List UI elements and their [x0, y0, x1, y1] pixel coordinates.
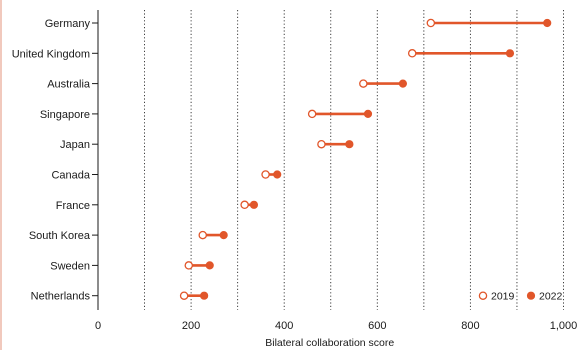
point-2022-france — [249, 200, 259, 209]
legend-label-2019: 2019 — [491, 291, 515, 303]
category-label-south-korea: South Korea — [29, 230, 91, 242]
x-tick-label-1000: 1,000 — [550, 320, 578, 332]
legend-marker-2022 — [526, 291, 536, 300]
point-2022-united-kingdom — [505, 49, 515, 58]
grid-layer — [144, 10, 564, 310]
point-2022-south-korea — [219, 231, 228, 240]
left-edge-accent — [0, 0, 2, 350]
point-2019-netherlands — [179, 291, 189, 300]
category-label-japan: Japan — [60, 139, 90, 151]
category-label-netherlands: Netherlands — [31, 291, 91, 303]
x-tick-label-200: 200 — [182, 320, 200, 332]
axis-layer — [92, 10, 99, 310]
point-2022-canada — [273, 170, 282, 179]
point-2022-netherlands — [200, 291, 209, 300]
category-label-france: France — [56, 200, 90, 212]
category-label-canada: Canada — [51, 170, 90, 182]
x-tick-label-0: 0 — [95, 320, 101, 332]
category-label-australia: Australia — [47, 79, 91, 91]
legend: 2019 2022 — [478, 291, 563, 303]
point-2022-sweden — [205, 261, 214, 270]
x-axis-title: Bilateral collaboration score — [265, 337, 394, 349]
point-2019-sweden — [184, 261, 194, 270]
x-tick-label-600: 600 — [368, 320, 386, 332]
x-tick-label-800: 800 — [461, 320, 479, 332]
point-2022-germany — [543, 18, 552, 28]
point-2019-south-korea — [198, 230, 207, 240]
point-2019-singapore — [307, 109, 317, 119]
legend-label-2022: 2022 — [539, 291, 563, 303]
point-2019-germany — [426, 18, 436, 28]
category-label-singapore: Singapore — [40, 109, 90, 121]
point-2019-united-kingdom — [407, 49, 417, 58]
legend-marker-2019 — [478, 291, 488, 300]
point-2019-canada — [261, 170, 270, 179]
category-label-germany: Germany — [45, 18, 91, 30]
category-label-sweden: Sweden — [50, 260, 90, 272]
point-2019-australia — [359, 79, 368, 88]
label-layer: 0 200 400 600 800 1,000 Germany United Kingdom A… — [12, 18, 578, 332]
category-label-united-kingdom: United Kingdom — [12, 48, 90, 60]
x-tick-label-400: 400 — [275, 320, 293, 332]
point-2022-japan — [345, 140, 354, 149]
point-2019-japan — [317, 139, 326, 149]
point-2022-australia — [398, 79, 408, 88]
point-2022-singapore — [363, 109, 373, 119]
point-2019-france — [240, 200, 249, 210]
data-layer — [179, 18, 552, 300]
